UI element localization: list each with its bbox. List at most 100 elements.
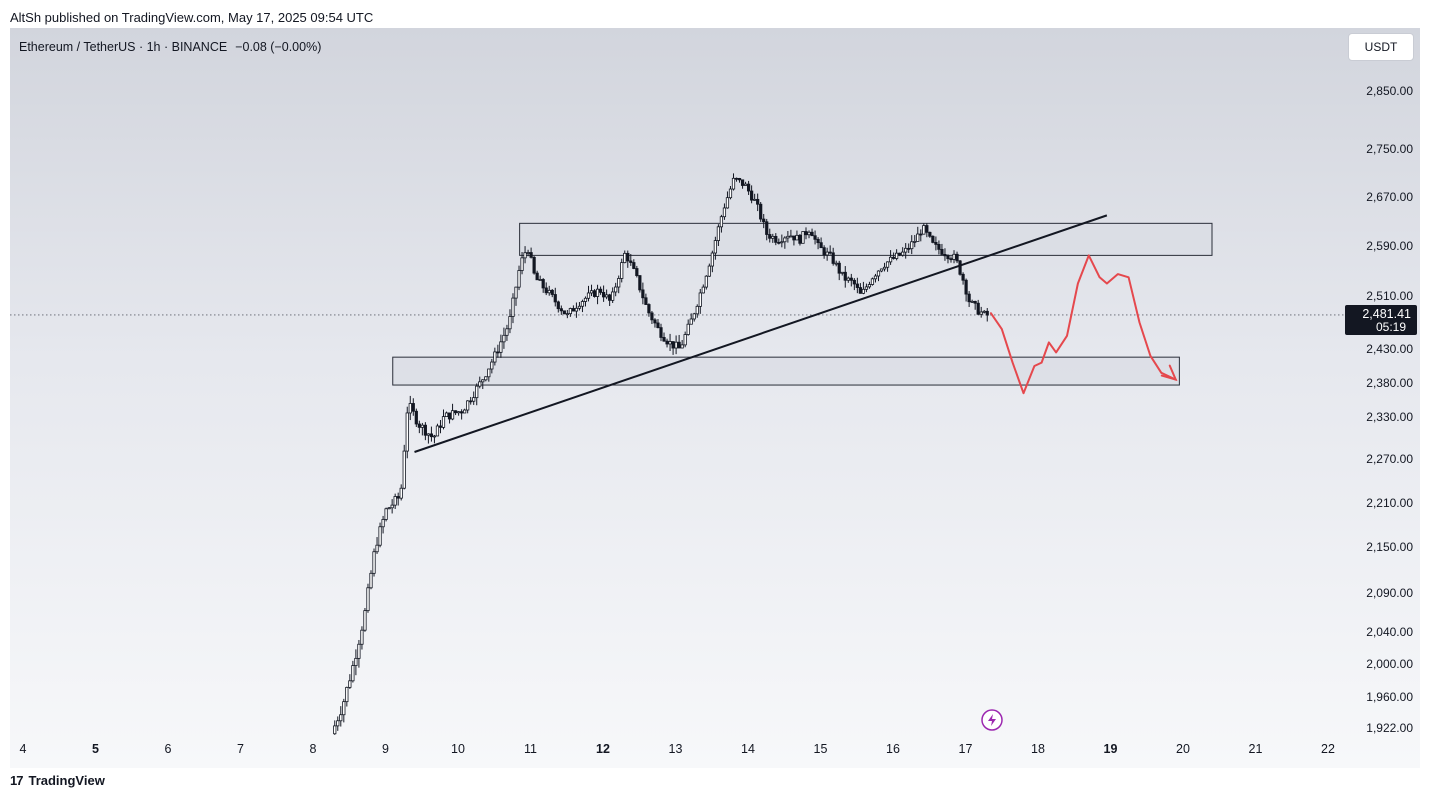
candle-body [913,241,917,243]
candle-body [375,544,379,553]
chart-frame[interactable]: 2,850.00 2,750.00 2,670.00 2,590.00 2,510.00… [10,28,1420,768]
x-tick-label: 22 [1321,742,1335,756]
candle-body [734,177,739,180]
currency-button[interactable]: USDT [1348,33,1414,61]
candle-body [858,287,862,294]
candle-body [399,487,403,499]
candle-body [592,290,597,297]
candle-body [538,279,542,281]
candle-body [547,289,551,294]
candle-body [807,231,811,236]
candle-body [964,279,968,295]
last-price-value: 2,481.41 [1362,307,1411,321]
candle-body [695,305,699,315]
candle-body [885,261,890,268]
x-tick-label: 7 [237,742,244,756]
candle-body [656,322,660,329]
x-tick-label: 18 [1031,742,1045,756]
candle-body [683,334,687,346]
candle-body [602,292,606,298]
candle-body [861,288,865,294]
candle-body [831,252,835,264]
y-tick-label: 2,670.00 [1366,190,1413,204]
candle-body [360,629,364,645]
candle-body [846,277,850,281]
tradingview-brand[interactable]: 17 TradingView [10,773,105,788]
candle-body [574,307,579,312]
x-tick-label: 11 [524,742,537,756]
candle-body [952,253,956,260]
y-tick-label: 2,850.00 [1366,84,1413,98]
candle-body [620,262,624,279]
candle-body [466,400,470,411]
candle-body [595,288,600,297]
y-tick-label: 2,330.00 [1366,410,1413,424]
candle-body [393,496,397,506]
candle-body [411,403,415,412]
y-tick-label: 2,270.00 [1366,452,1413,466]
candle-body [363,610,367,631]
trend-line [414,214,1108,453]
candle-body [571,308,575,312]
candle-body [472,397,476,402]
x-tick-label: 16 [886,742,900,756]
candle-body [961,273,965,281]
tradingview-logo-icon: 17 [10,773,24,788]
candle-body [907,247,911,250]
x-tick-label: 10 [451,742,465,756]
candle-body [535,272,539,281]
candle-body [747,183,751,192]
candle-body [369,572,373,589]
y-tick-label: 1,922.00 [1366,721,1413,735]
candle-body [357,643,361,659]
candle-body [725,197,730,209]
candle-body [753,198,757,201]
candle-body [674,341,678,349]
candle-body [904,247,908,253]
candle-body [647,304,651,314]
candle-body [481,379,485,383]
candle-body [867,284,872,288]
candle-body [396,496,400,499]
candle-body [919,233,923,236]
candle-body [644,297,648,305]
x-tick-label: 13 [669,742,683,756]
candle-body [617,278,621,288]
candle-body [354,657,358,666]
candle-body [822,247,826,256]
candle-body [895,252,899,259]
candle-body [786,235,790,239]
candle-body [559,308,563,312]
candle-body [387,507,391,510]
candle-body [849,277,853,281]
candle-body [668,341,672,345]
candle-body [783,237,787,243]
candle-body [544,287,548,294]
candle-body [928,231,932,237]
candle-body [825,251,829,256]
candle-body [777,241,781,244]
y-tick-label: 2,000.00 [1366,657,1413,671]
candle-body [342,701,346,716]
candle-body [541,279,545,289]
price-chart[interactable]: 2,850.00 2,750.00 2,670.00 2,590.00 2,510.00… [10,28,1420,768]
candle-body [432,435,437,438]
candle-body [505,328,509,336]
zone-box-0 [519,222,1213,256]
y-tick-label: 2,090.00 [1366,586,1413,600]
y-tick-label: 2,040.00 [1366,625,1413,639]
x-tick-label: 15 [814,742,828,756]
candle-body [834,262,838,265]
candle-body [511,297,515,317]
candle-body [840,271,844,274]
candle-body [384,508,388,520]
candle-body [949,258,953,261]
candle-body [453,410,458,414]
symbol-label: Ethereum / TetherUS · 1h · BINANCE [19,40,228,54]
candle-body [408,403,412,414]
x-tick-label: 17 [959,742,973,756]
symbol-legend: Ethereum / TetherUS · 1h · BINANCE −0.08 … [19,40,321,54]
x-tick-label: 19 [1104,742,1118,756]
candle-body [487,368,491,378]
candle-body [704,275,708,288]
